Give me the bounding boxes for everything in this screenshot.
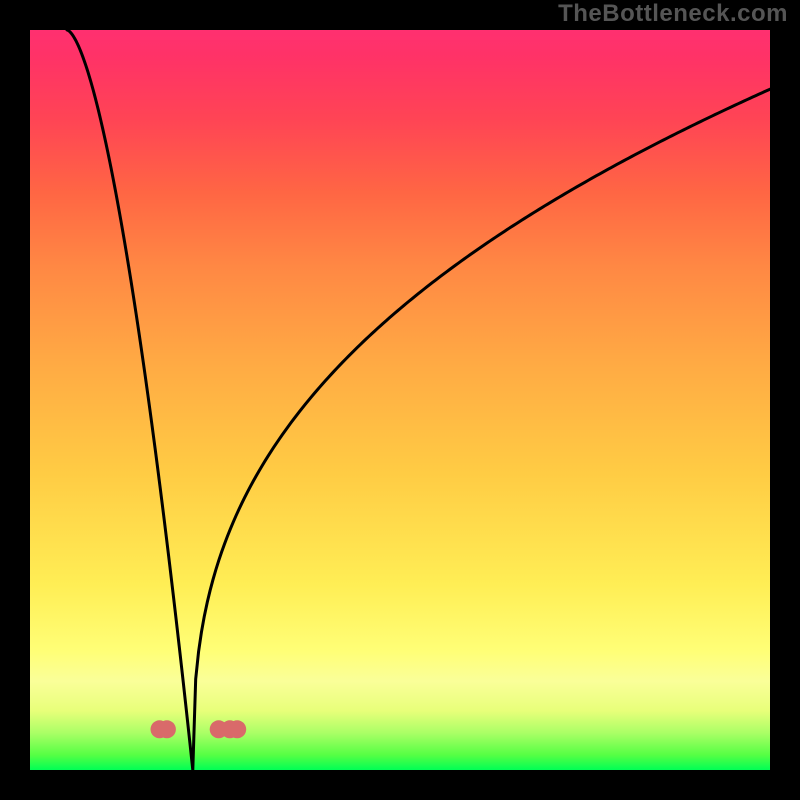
watermark-text: TheBottleneck.com <box>558 0 788 28</box>
curve-dot-left <box>158 720 176 738</box>
curve-dot-right <box>228 720 246 738</box>
canvas-root: TheBottleneck.com <box>0 0 800 800</box>
curve-dots <box>30 30 770 770</box>
plot-area <box>30 30 770 770</box>
